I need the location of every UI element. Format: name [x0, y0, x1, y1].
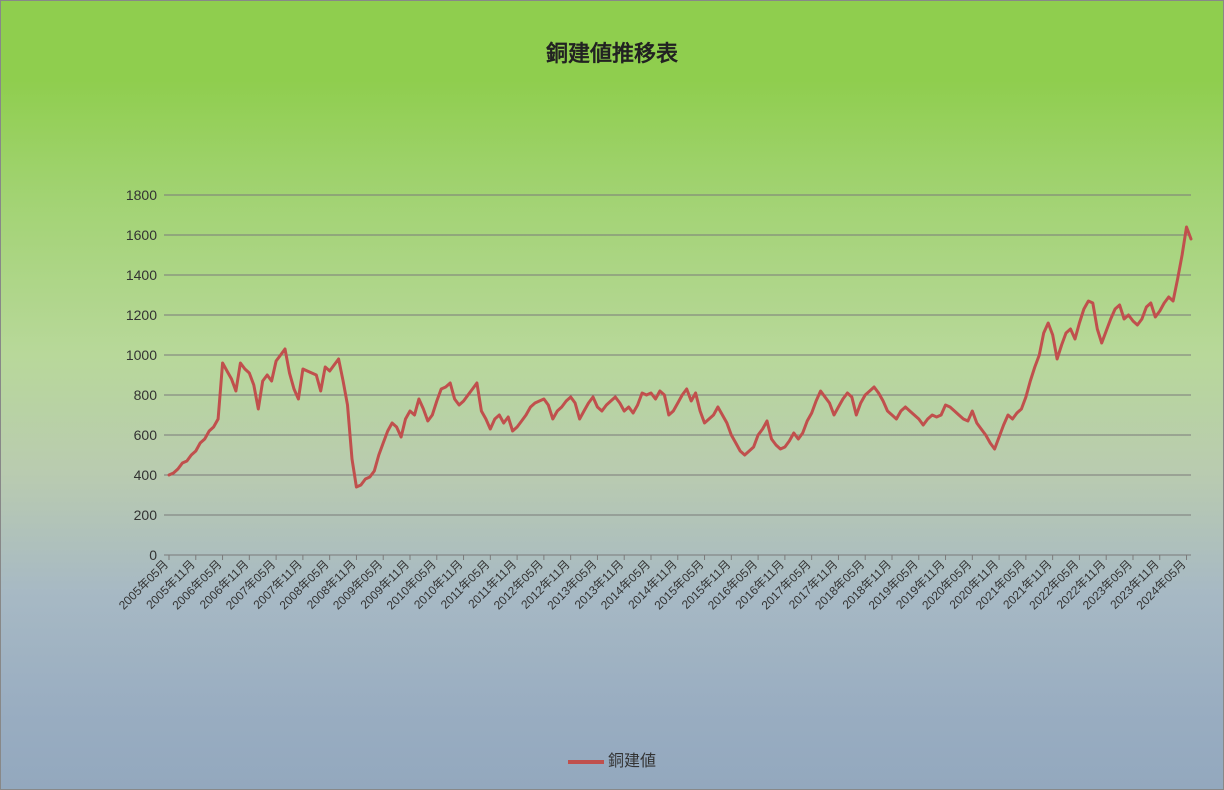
svg-text:1200: 1200	[126, 307, 157, 323]
legend-line-sample	[568, 760, 604, 764]
svg-text:200: 200	[134, 507, 158, 523]
svg-text:1800: 1800	[126, 187, 157, 203]
svg-text:1600: 1600	[126, 227, 157, 243]
svg-text:800: 800	[134, 387, 158, 403]
svg-text:1000: 1000	[126, 347, 157, 363]
copper-price-chart: 銅建値推移表 020040060080010001200140016001800…	[0, 0, 1224, 790]
svg-text:0: 0	[149, 547, 157, 563]
svg-text:1400: 1400	[126, 267, 157, 283]
chart-legend: 銅建値	[1, 747, 1223, 771]
svg-text:400: 400	[134, 467, 158, 483]
plot-area: 0200400600800100012001400160018002005年05…	[1, 1, 1224, 790]
svg-text:600: 600	[134, 427, 158, 443]
legend-series-label: 銅建値	[608, 753, 656, 770]
